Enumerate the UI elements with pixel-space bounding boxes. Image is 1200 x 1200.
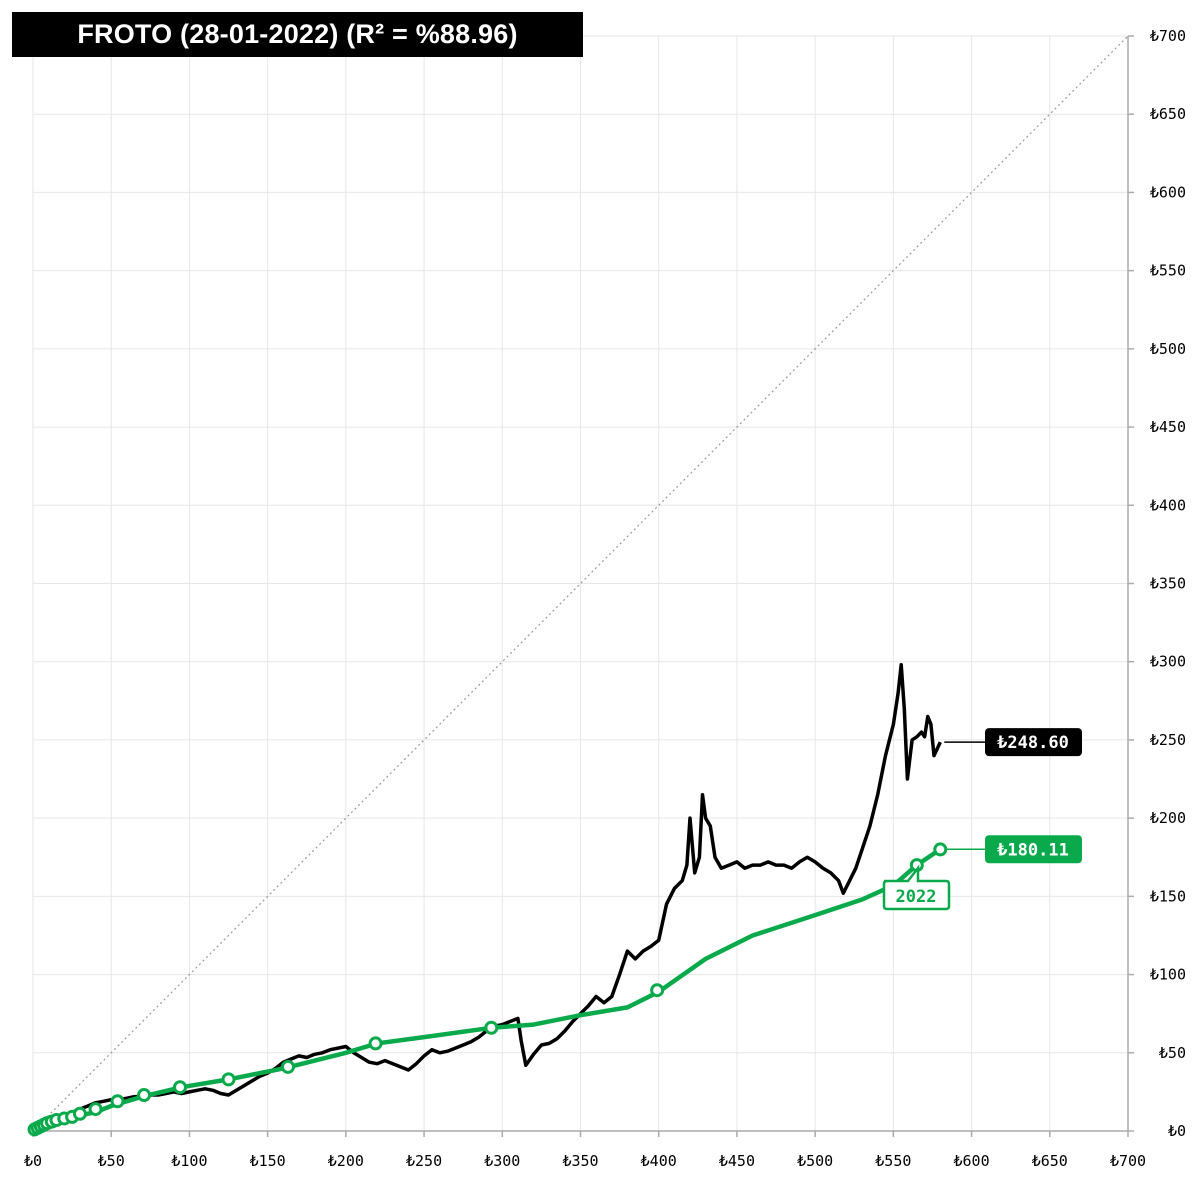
- x-axis-ticks: ₺0 ₺50 ₺100 ₺150 ₺200 ₺250 ₺300 ₺350 ₺400 ₺450 ₺50…: [24, 1131, 1146, 1170]
- y-tick-label: ₺450: [1150, 418, 1186, 436]
- x-tick-label: ₺450: [719, 1152, 755, 1170]
- trend-end-label: ₺180.11: [997, 840, 1069, 860]
- price-label-box: [985, 728, 1082, 757]
- x-tick-label: ₺300: [484, 1152, 520, 1170]
- grid-lines: [32, 35, 1129, 1132]
- trend-marker: [72, 1106, 87, 1121]
- trend-markers: [27, 842, 948, 1137]
- y-tick-label: ₺250: [1150, 731, 1186, 749]
- trend-marker: [88, 1102, 103, 1117]
- trend-marker: [221, 1072, 236, 1087]
- y-tick-label: ₺700: [1150, 27, 1186, 45]
- trend-marker: [650, 983, 665, 998]
- x-tick-label: ₺350: [562, 1152, 598, 1170]
- y-tick-label: ₺600: [1150, 183, 1186, 201]
- trend-marker: [173, 1080, 188, 1095]
- trend-marker: [484, 1020, 499, 1035]
- x-tick-label: ₺50: [98, 1152, 125, 1170]
- reference-diagonal-line: [32, 35, 1129, 1132]
- x-tick-label: ₺250: [406, 1152, 442, 1170]
- year-callout-label: 2022: [896, 887, 937, 907]
- y-tick-label: ₺150: [1150, 887, 1186, 905]
- price-end-label: ₺248.60: [997, 733, 1069, 753]
- trend-marker: [137, 1088, 152, 1103]
- x-tick-label: ₺200: [328, 1152, 364, 1170]
- x-tick-label: ₺500: [797, 1152, 833, 1170]
- y-tick-label: ₺100: [1150, 966, 1186, 984]
- trend-series-line: [30, 847, 943, 1134]
- y-tick-label: ₺200: [1150, 809, 1186, 827]
- value-labels: ₺248.60 ₺180.11 2022: [882, 728, 1082, 911]
- y-tick-label: ₺0: [1168, 1122, 1186, 1140]
- x-tick-label: ₺100: [171, 1152, 207, 1170]
- y-tick-label: ₺500: [1150, 340, 1186, 358]
- year-callout-box: [882, 864, 951, 911]
- y-tick-label: ₺50: [1159, 1044, 1186, 1062]
- chart-title-box: FROTO (28-01-2022) (R² = %88.96): [12, 12, 583, 57]
- price-series-line: [32, 663, 942, 1133]
- x-tick-label: ₺150: [250, 1152, 286, 1170]
- x-tick-label: ₺550: [875, 1152, 911, 1170]
- y-tick-label: ₺400: [1150, 496, 1186, 514]
- x-tick-label: ₺0: [24, 1152, 42, 1170]
- y-tick-label: ₺650: [1150, 105, 1186, 123]
- trend-marker: [280, 1059, 295, 1074]
- x-tick-label: ₺650: [1032, 1152, 1068, 1170]
- y-axis-ticks: ₺0 ₺50 ₺100 ₺150 ₺200 ₺250 ₺300 ₺350 ₺400 ₺450 ₺50…: [1128, 27, 1186, 1140]
- y-tick-label: ₺300: [1150, 653, 1186, 671]
- x-tick-label: ₺700: [1110, 1152, 1146, 1170]
- trend-marker: [368, 1036, 383, 1051]
- trend-label-box: [985, 835, 1082, 864]
- x-tick-label: ₺600: [954, 1152, 990, 1170]
- y-tick-label: ₺550: [1150, 262, 1186, 280]
- trend-marker: [933, 842, 948, 857]
- chart-title: FROTO (28-01-2022) (R² = %88.96): [77, 19, 518, 49]
- x-tick-label: ₺400: [641, 1152, 677, 1170]
- trend-marker: [110, 1094, 125, 1109]
- y-tick-label: ₺350: [1150, 575, 1186, 593]
